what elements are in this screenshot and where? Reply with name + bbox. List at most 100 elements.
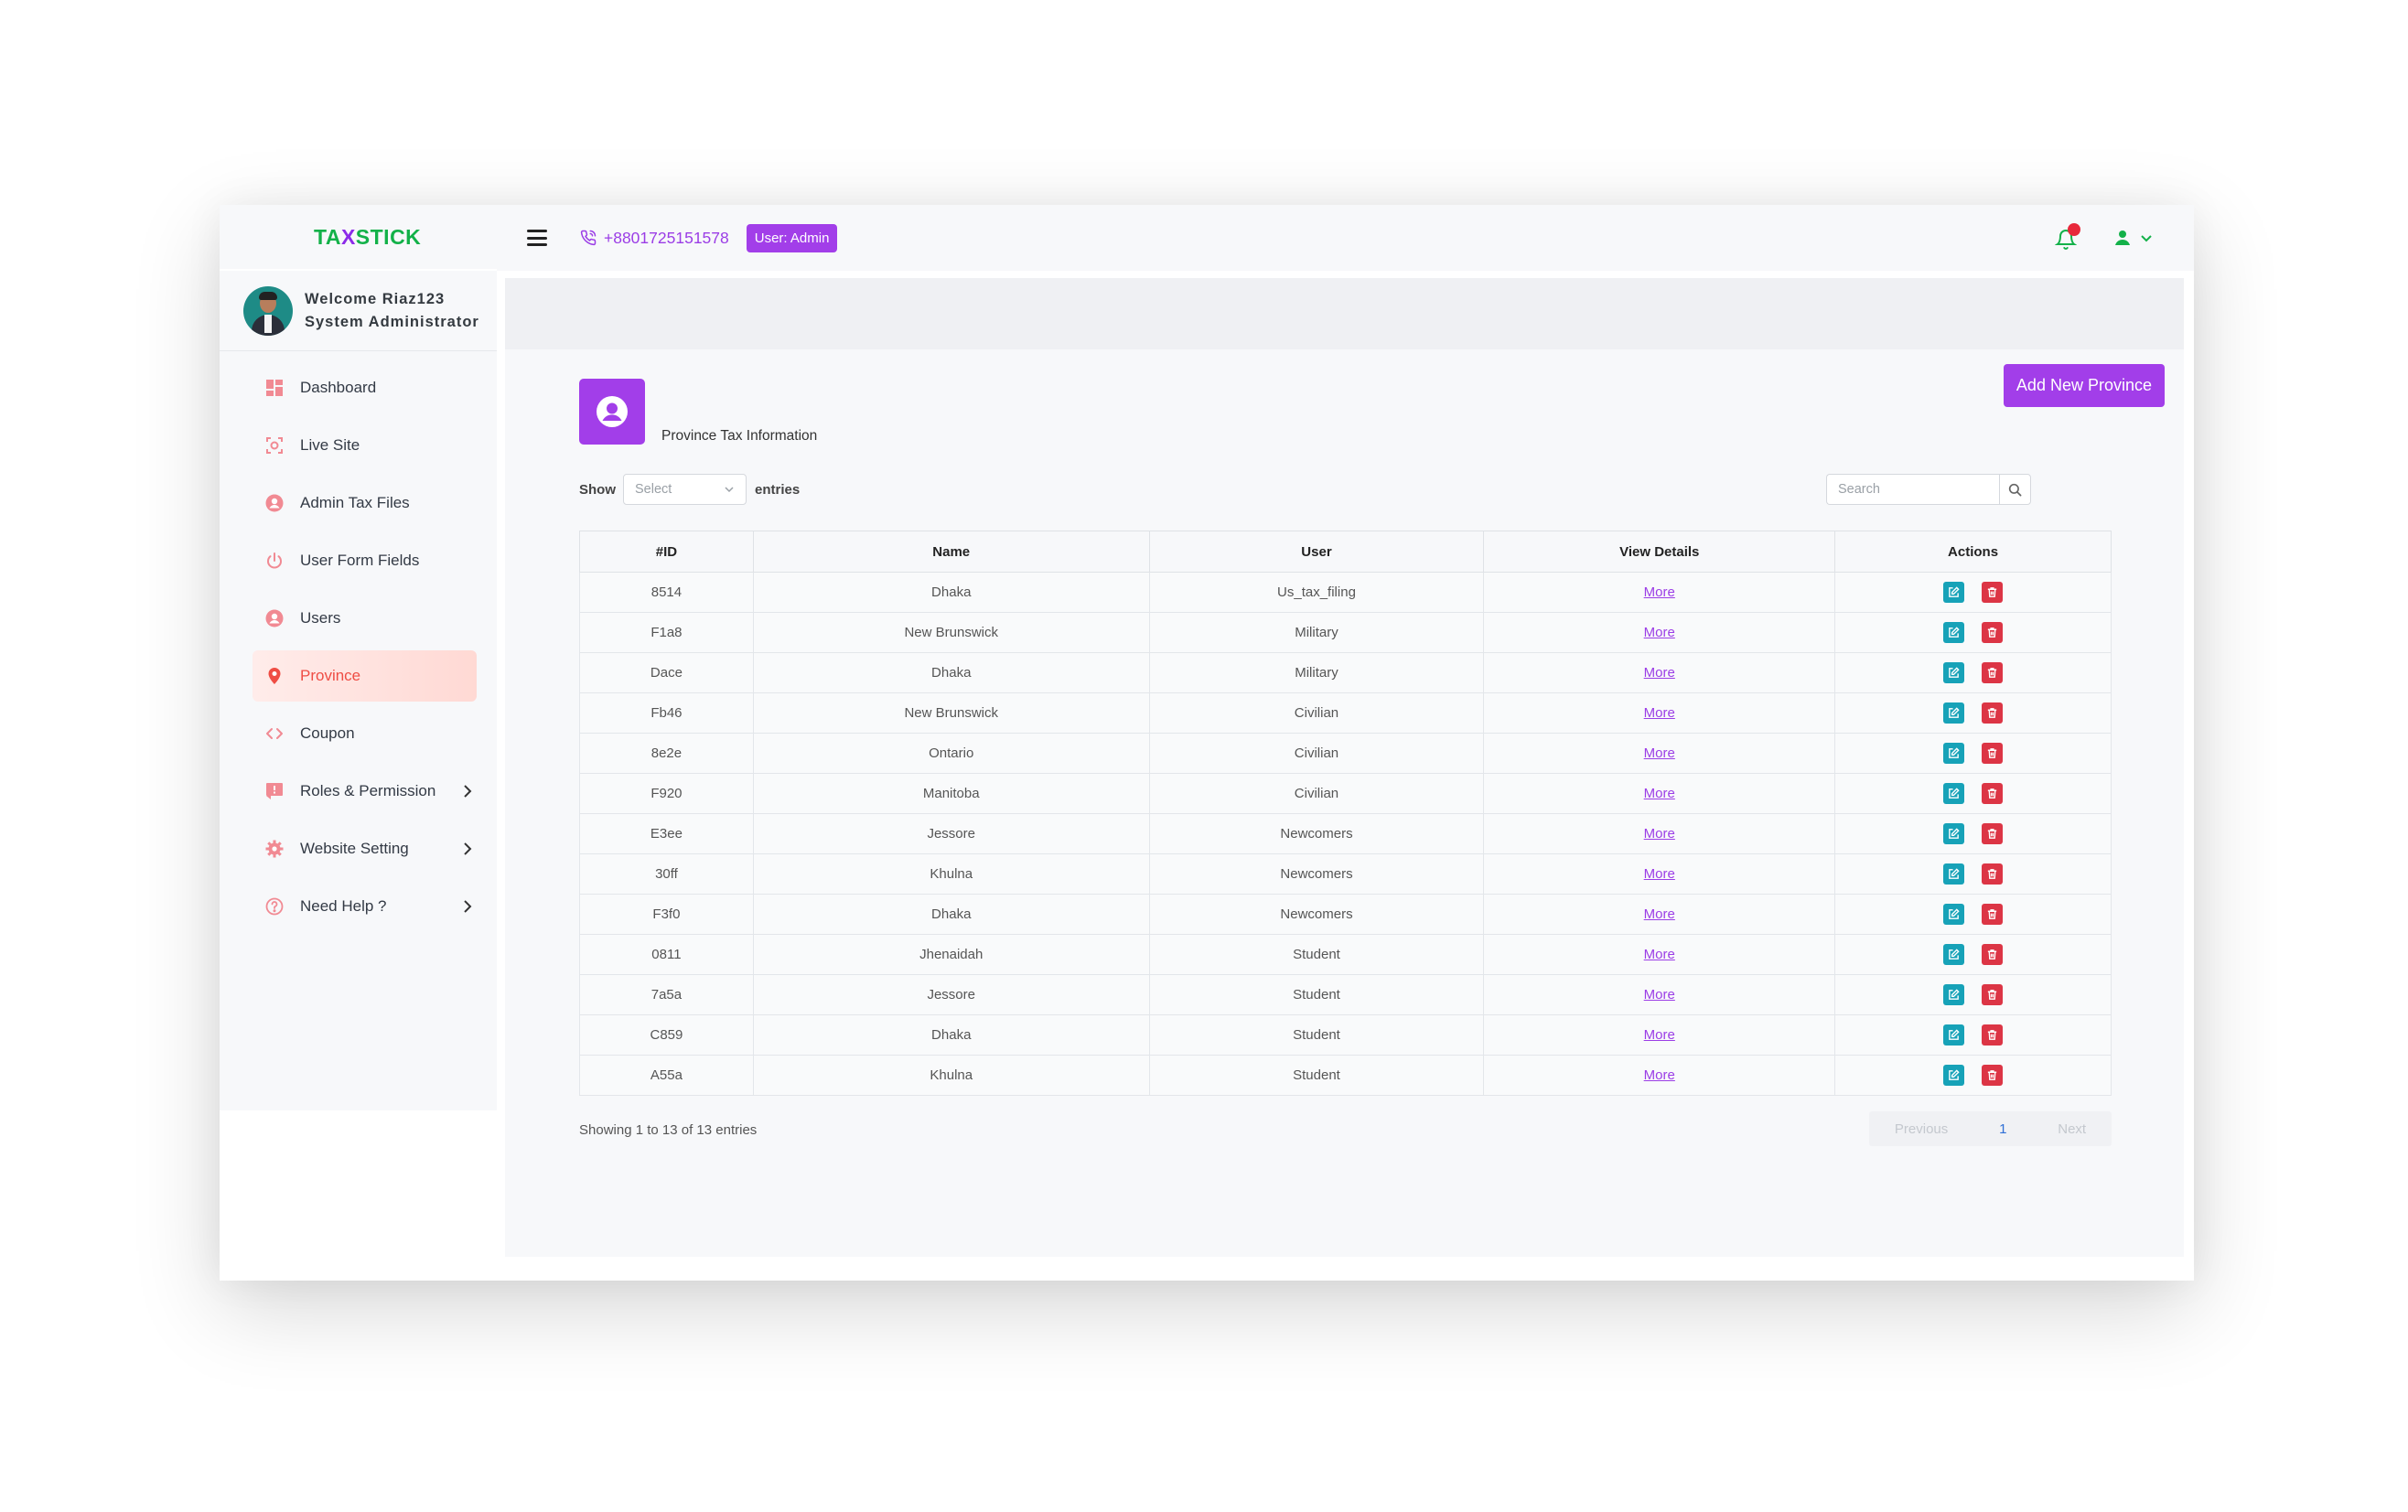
- sidebar-item-admin-tax-files[interactable]: Admin Tax Files: [253, 477, 477, 529]
- more-link[interactable]: More: [1643, 826, 1675, 842]
- pagination-page[interactable]: 1: [1999, 1121, 2007, 1137]
- edit-button[interactable]: [1943, 863, 1965, 885]
- sidebar-item-coupon[interactable]: Coupon: [253, 708, 477, 759]
- delete-button[interactable]: [1982, 944, 2004, 965]
- delete-button[interactable]: [1982, 904, 2004, 925]
- more-link[interactable]: More: [1643, 786, 1675, 801]
- more-link[interactable]: More: [1643, 745, 1675, 761]
- edit-button[interactable]: [1943, 1024, 1965, 1046]
- more-link[interactable]: More: [1643, 625, 1675, 640]
- user-circle-icon: [264, 608, 285, 628]
- edit-button[interactable]: [1943, 702, 1965, 724]
- bell-icon: [2054, 230, 2078, 250]
- delete-button[interactable]: [1982, 622, 2004, 643]
- column-header-user[interactable]: User: [1148, 531, 1485, 573]
- edit-button[interactable]: [1943, 582, 1965, 603]
- more-link[interactable]: More: [1643, 866, 1675, 882]
- edit-button[interactable]: [1943, 984, 1965, 1005]
- table-row: F1a8 New Brunswick Military More: [579, 612, 2112, 653]
- delete-button[interactable]: [1982, 582, 2004, 603]
- cell-user: Military: [1148, 652, 1485, 693]
- cell-name: Jhenaidah: [752, 934, 1150, 975]
- sidebar-item-dashboard[interactable]: Dashboard: [253, 362, 477, 413]
- map-pin-icon: [264, 666, 285, 686]
- sidebar-item-live-site[interactable]: Live Site: [253, 420, 477, 471]
- edit-button[interactable]: [1943, 783, 1965, 804]
- delete-button[interactable]: [1982, 702, 2004, 724]
- sidebar-item-roles-permission[interactable]: Roles & Permission: [253, 766, 477, 817]
- cell-id: F920: [579, 773, 754, 814]
- more-link[interactable]: More: [1643, 947, 1675, 962]
- profile-card: Welcome Riaz123 System Administrator: [220, 271, 497, 351]
- phone-contact[interactable]: +8801725151578: [580, 229, 729, 248]
- notification-bell[interactable]: [2054, 223, 2080, 251]
- more-link[interactable]: More: [1643, 665, 1675, 681]
- profile-welcome: Welcome Riaz123: [305, 290, 446, 307]
- add-new-province-button[interactable]: Add New Province: [2003, 364, 2165, 407]
- search-button[interactable]: [1999, 474, 2031, 505]
- sidebar-nav: Dashboard Live Site Admin Tax Files User…: [220, 351, 497, 932]
- brand-wordmark: TAXSTICK: [314, 225, 421, 250]
- more-link[interactable]: More: [1643, 1067, 1675, 1083]
- edit-icon: [1949, 1069, 1960, 1080]
- sidebar-item-label: Users: [300, 609, 341, 627]
- cell-name: Ontario: [752, 733, 1150, 774]
- delete-button[interactable]: [1982, 783, 2004, 804]
- edit-button[interactable]: [1943, 944, 1965, 965]
- edit-button[interactable]: [1943, 743, 1965, 764]
- delete-button[interactable]: [1982, 662, 2004, 683]
- edit-icon: [1949, 667, 1960, 678]
- more-link[interactable]: More: [1643, 584, 1675, 600]
- edit-icon: [1949, 1029, 1960, 1040]
- table-row: 8e2e Ontario Civilian More: [579, 733, 2112, 774]
- edit-button[interactable]: [1943, 904, 1965, 925]
- sidebar-item-label: Live Site: [300, 436, 360, 454]
- sidebar-item-user-form-fields[interactable]: User Form Fields: [253, 535, 477, 586]
- column-header-view-details[interactable]: View Details: [1483, 531, 1836, 573]
- column-header-id[interactable]: #ID: [579, 531, 754, 573]
- more-link[interactable]: More: [1643, 987, 1675, 1003]
- cell-id: F1a8: [579, 612, 754, 653]
- delete-button[interactable]: [1982, 1065, 2004, 1086]
- cell-id: Fb46: [579, 692, 754, 734]
- main-panel: Add New Province Province Tax Informatio…: [505, 278, 2184, 1257]
- pagination-previous[interactable]: Previous: [1894, 1121, 1949, 1137]
- delete-button[interactable]: [1982, 1024, 2004, 1046]
- edit-icon: [1949, 747, 1960, 758]
- sidebar-item-label: Dashboard: [300, 379, 377, 396]
- delete-button[interactable]: [1982, 863, 2004, 885]
- edit-button[interactable]: [1943, 662, 1965, 683]
- column-header-actions[interactable]: Actions: [1834, 531, 2112, 573]
- cell-name: Jessore: [752, 974, 1150, 1015]
- edit-icon: [1949, 868, 1960, 879]
- code-icon: [264, 724, 285, 744]
- more-link[interactable]: More: [1643, 1027, 1675, 1043]
- sidebar-item-province[interactable]: Province: [253, 650, 477, 702]
- search-input[interactable]: [1826, 474, 1999, 505]
- trash-icon: [1987, 909, 1997, 919]
- sidebar-item-website-setting[interactable]: Website Setting: [253, 823, 477, 874]
- cell-name: Dhaka: [752, 572, 1150, 613]
- page-title: Province Tax Information: [661, 428, 818, 444]
- edit-button[interactable]: [1943, 1065, 1965, 1086]
- cell-view-details: More: [1483, 652, 1836, 693]
- table-body: 8514 Dhaka Us_tax_filing More F1a8 New Brunsw…: [579, 572, 2112, 1096]
- entries-select[interactable]: Select: [623, 474, 747, 505]
- table-header-row: #ID Name User View Details Actions: [579, 531, 2112, 573]
- more-link[interactable]: More: [1643, 906, 1675, 922]
- edit-button[interactable]: [1943, 622, 1965, 643]
- menu-toggle-icon[interactable]: [527, 230, 547, 246]
- column-header-name[interactable]: Name: [752, 531, 1150, 573]
- entries-label: entries: [755, 481, 801, 498]
- brand-logo[interactable]: TAXSTICK: [220, 205, 497, 271]
- sidebar-item-need-help[interactable]: Need Help ?: [253, 881, 477, 932]
- more-link[interactable]: More: [1643, 705, 1675, 721]
- user-icon: [2115, 231, 2130, 245]
- delete-button[interactable]: [1982, 743, 2004, 764]
- user-menu[interactable]: [2113, 229, 2154, 247]
- sidebar-item-users[interactable]: Users: [253, 593, 477, 644]
- delete-button[interactable]: [1982, 823, 2004, 844]
- delete-button[interactable]: [1982, 984, 2004, 1005]
- edit-button[interactable]: [1943, 823, 1965, 844]
- pagination-next[interactable]: Next: [2058, 1121, 2087, 1137]
